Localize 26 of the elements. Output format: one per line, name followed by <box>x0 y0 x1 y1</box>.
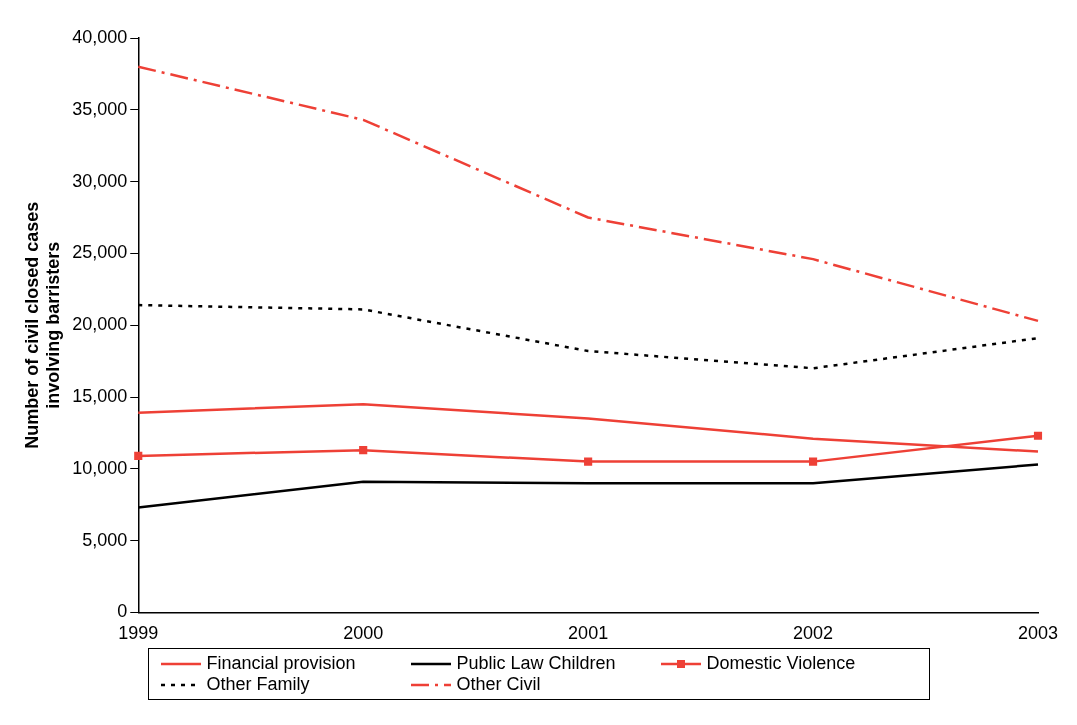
y-tick-label: 30,000 <box>72 170 128 191</box>
legend-label: Other Civil <box>456 674 541 695</box>
y-tick-label: 15,000 <box>72 385 128 406</box>
line-series <box>137 65 1040 323</box>
y-tick-label: 20,000 <box>72 314 128 335</box>
point <box>808 457 818 466</box>
y-axis-title: Number of civil closed cases involving barristers <box>21 201 64 449</box>
legend-label: Public Law Children <box>456 653 616 674</box>
y-tick-label: 10,000 <box>72 457 128 478</box>
x-tick-label: 2001 <box>568 623 609 644</box>
legend-label: Financial provision <box>206 653 356 674</box>
point <box>134 451 143 460</box>
point <box>1033 431 1043 440</box>
y-tick-label: 0 <box>117 601 128 622</box>
x-tick-label: 2003 <box>1017 623 1059 644</box>
y-tick-label: 40,000 <box>72 26 128 47</box>
y-tick-label: 25,000 <box>72 242 128 263</box>
point <box>584 457 593 466</box>
x-tick-label: 1999 <box>118 623 159 644</box>
point <box>359 446 368 455</box>
y-tick-label: 5,000 <box>82 529 128 550</box>
y-tick-label: 35,000 <box>72 98 128 119</box>
x-tick-label: 2000 <box>343 623 384 644</box>
legend-label: Other Family <box>206 674 310 695</box>
legend-label: Domestic Violence <box>706 653 856 674</box>
x-tick-label: 2002 <box>793 623 834 644</box>
